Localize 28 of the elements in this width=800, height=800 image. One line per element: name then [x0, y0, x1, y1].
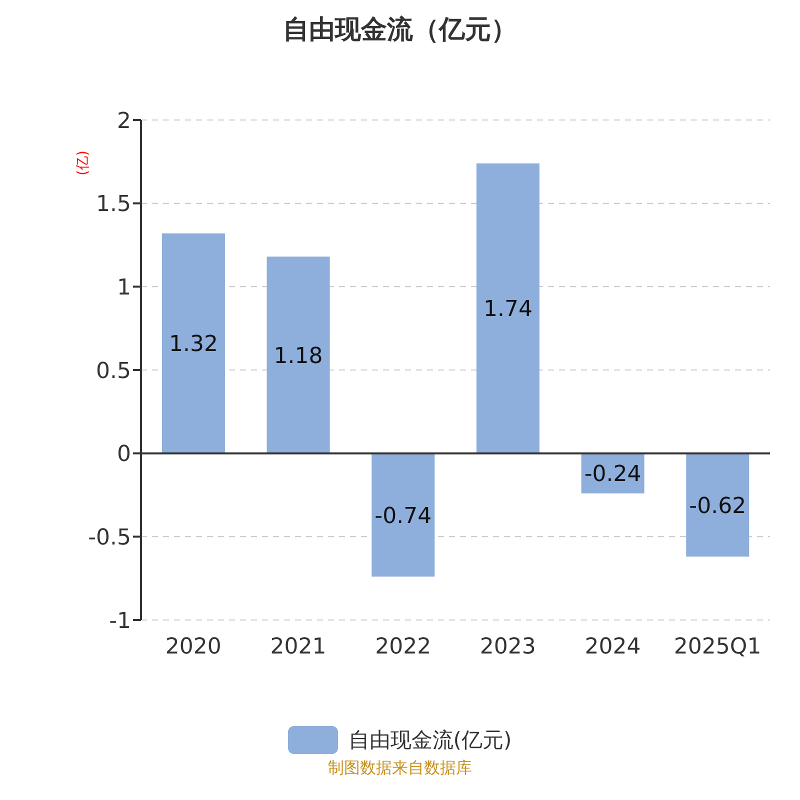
bar: [686, 453, 750, 557]
y-tick-label: 0: [117, 442, 131, 468]
bar: [162, 233, 225, 454]
x-tick-label: 2022: [375, 634, 432, 660]
y-tick-label: -0.5: [88, 525, 131, 550]
y-tick-label: 1.5: [96, 192, 131, 218]
x-tick-label: 2025Q1: [674, 634, 762, 660]
legend-label: 自由现金流(亿元): [348, 727, 512, 754]
y-axis-title: (亿): [74, 150, 92, 178]
data-label: -0.74: [374, 504, 432, 529]
x-tick-label: 2023: [480, 634, 536, 660]
y-tick-label: 2: [117, 108, 131, 134]
data-label: 1.18: [274, 344, 323, 369]
x-tick-label: 2021: [270, 634, 326, 660]
bar: [266, 256, 330, 454]
data-label: -0.24: [584, 462, 642, 488]
y-tick-label: 1: [117, 275, 131, 300]
data-label: 1.74: [483, 297, 532, 322]
x-tick-label: 2024: [584, 634, 641, 660]
data-label: 1.32: [168, 332, 218, 358]
y-tick-label: 0.5: [96, 358, 131, 384]
bar: [372, 453, 435, 577]
text: 制图数据来自数据库: [327, 758, 473, 779]
x-tick-label: 2020: [165, 634, 222, 660]
data-label: -0.62: [689, 494, 746, 519]
bar: [476, 163, 540, 454]
chart-title: 自由现金流（亿元）: [282, 14, 518, 47]
y-tick-label: -1: [109, 608, 131, 634]
